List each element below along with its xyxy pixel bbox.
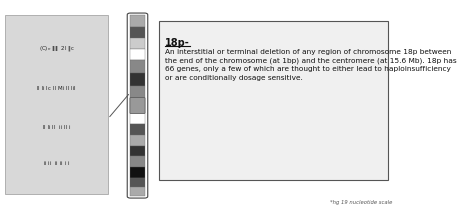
Bar xyxy=(130,74,145,86)
Bar xyxy=(130,61,145,74)
Bar xyxy=(130,28,145,39)
FancyBboxPatch shape xyxy=(130,98,145,114)
Bar xyxy=(130,187,145,197)
Bar xyxy=(130,16,145,28)
Bar xyxy=(130,113,145,124)
Text: *hg 19 nucleotide scale: *hg 19 nucleotide scale xyxy=(329,199,392,204)
Bar xyxy=(130,178,145,187)
Bar xyxy=(130,135,145,146)
Bar xyxy=(130,124,145,135)
FancyBboxPatch shape xyxy=(5,16,108,194)
Bar xyxy=(130,157,145,167)
Text: $\mathsf{ii\ ii\ \ ii\ ii\ i\ i}$: $\mathsf{ii\ ii\ \ ii\ ii\ i\ i}$ xyxy=(43,158,70,166)
FancyBboxPatch shape xyxy=(159,22,388,180)
Text: 18p-: 18p- xyxy=(165,38,190,48)
Bar xyxy=(130,50,145,61)
Text: $(\mathsf{C})_n\ \mathbf{\|}\mathbf{\|}\ \ \mathsf{2I}\ \mathsf{\|c}$: $(\mathsf{C})_n\ \mathbf{\|}\mathbf{\|}\… xyxy=(39,43,74,52)
Bar xyxy=(130,99,145,113)
Bar xyxy=(130,146,145,157)
Bar xyxy=(130,167,145,178)
Text: An interstitial or terminal deletion of any region of chromosome 18p between
the: An interstitial or terminal deletion of … xyxy=(165,49,457,80)
Bar xyxy=(130,39,145,50)
Text: $\mathsf{II\ Ii\ Ic\ II\ Mi\ II\ IiI}$: $\mathsf{II\ Ii\ Ic\ II\ Mi\ II\ IiI}$ xyxy=(36,83,77,91)
Text: $\mathsf{II\ Ii\ II\ \ ii\ II\ i}$: $\mathsf{II\ Ii\ II\ \ ii\ II\ i}$ xyxy=(42,123,72,130)
Bar xyxy=(130,86,145,99)
